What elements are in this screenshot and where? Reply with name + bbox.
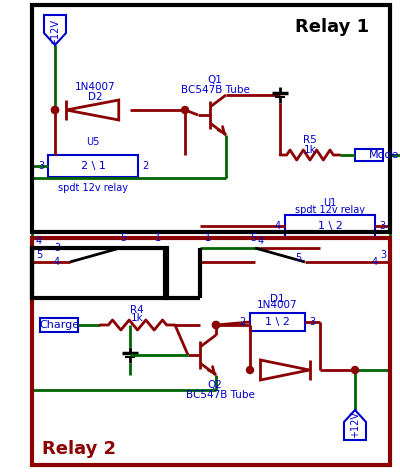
Bar — [285, 215, 375, 237]
Text: Relay 1: Relay 1 — [295, 18, 369, 36]
Text: R5: R5 — [303, 135, 317, 145]
Text: 3: 3 — [380, 250, 386, 260]
Text: 4: 4 — [36, 236, 42, 246]
Text: 2 \ 1: 2 \ 1 — [80, 161, 106, 171]
Text: 3: 3 — [54, 243, 60, 253]
Text: Relay 2: Relay 2 — [42, 440, 116, 458]
Text: 3: 3 — [38, 161, 44, 171]
Text: R4: R4 — [130, 305, 144, 315]
Text: spdt 12v relay: spdt 12v relay — [295, 205, 365, 215]
Circle shape — [212, 322, 220, 329]
Text: U5: U5 — [86, 137, 100, 147]
Text: BC547B Tube: BC547B Tube — [186, 390, 254, 400]
Circle shape — [246, 367, 254, 374]
Bar — [355, 149, 383, 161]
Text: 1: 1 — [205, 233, 211, 243]
Text: 3: 3 — [309, 317, 315, 327]
Text: 2: 2 — [240, 317, 246, 327]
Text: 5: 5 — [250, 233, 256, 243]
Text: 1: 1 — [155, 233, 161, 243]
Text: Mode: Mode — [369, 150, 399, 160]
Bar — [40, 318, 78, 332]
Text: 2: 2 — [142, 161, 148, 171]
Text: 4: 4 — [275, 221, 281, 231]
Text: 4: 4 — [54, 257, 60, 267]
Text: D2: D2 — [88, 92, 102, 102]
Circle shape — [52, 106, 58, 114]
Text: 4: 4 — [258, 236, 264, 246]
Text: D1: D1 — [270, 294, 284, 304]
Bar — [48, 155, 138, 177]
Bar — [32, 248, 167, 298]
Text: 1 \ 2: 1 \ 2 — [318, 221, 342, 231]
Text: 5: 5 — [295, 253, 301, 263]
Text: 1 \ 2: 1 \ 2 — [265, 317, 290, 327]
Circle shape — [212, 322, 220, 329]
Text: Q2: Q2 — [208, 380, 222, 390]
Bar — [32, 5, 390, 232]
Circle shape — [352, 367, 358, 374]
Text: 1N4007: 1N4007 — [75, 82, 115, 92]
Text: 5: 5 — [120, 233, 126, 243]
Text: 3: 3 — [379, 221, 385, 231]
Text: +12V: +12V — [50, 19, 60, 46]
Text: spdt 12v relay: spdt 12v relay — [58, 183, 128, 193]
Bar — [32, 238, 390, 465]
Text: 1k: 1k — [131, 313, 143, 323]
Text: U1: U1 — [323, 198, 337, 208]
Text: Q1: Q1 — [208, 75, 222, 85]
Text: +12V: +12V — [350, 411, 360, 438]
Text: 1k: 1k — [304, 145, 316, 155]
Text: 1N4007: 1N4007 — [257, 300, 297, 310]
Text: 5: 5 — [36, 250, 42, 260]
Text: BC547B Tube: BC547B Tube — [180, 85, 250, 95]
Text: Charge: Charge — [39, 320, 79, 330]
Circle shape — [182, 106, 188, 114]
Text: 4: 4 — [372, 257, 378, 267]
Circle shape — [52, 106, 58, 114]
Bar — [250, 313, 305, 331]
